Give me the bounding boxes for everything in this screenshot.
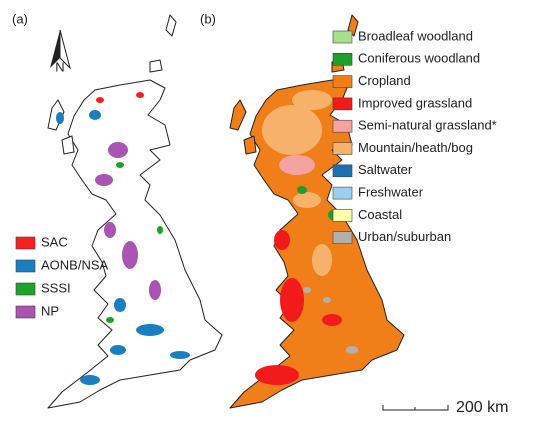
scale-bar-label: 200 km [456,399,508,416]
north-arrow: N [50,29,71,74]
panel-label: (b) [200,11,216,26]
legend: Broadleaf woodland Coniferous woodland Cro… [332,28,497,244]
legend-swatch [15,305,36,319]
legend-swatch [332,164,353,178]
panel-label: (a) [12,11,28,26]
legend-label: NP [41,303,59,318]
legend-swatch [332,186,353,200]
legend-label: SSSI [41,280,71,295]
legend-label: Freshwater [358,185,424,200]
legend-label: Coniferous woodland [358,51,480,66]
map-land-cover [229,14,405,409]
north-label: N [55,59,64,74]
legend-label: Semi-natural grassland* [358,118,497,133]
legend-label: Coastal [358,207,402,222]
legend-swatch [332,231,353,244]
legend-label: Cropland [358,73,411,88]
legend-label: Urban/suburban [358,229,451,244]
legend-label: SAC [41,234,68,249]
legend-label: Improved grassland [358,95,472,110]
legend-label: Saltwater [358,162,413,177]
legend-label: AONB/NSA [41,257,109,272]
legend-label: Mountain/heath/bog [358,140,473,155]
legend-swatch [15,259,36,273]
legend-swatch [332,52,353,66]
legend-swatch [15,282,36,296]
legend-swatch [332,75,353,88]
legend-swatch [15,236,36,250]
legend-swatch [332,119,353,133]
legend-label: Broadleaf woodland [358,28,473,43]
legend: SAC AONB/NSA SSSI NP [15,234,109,319]
legend-swatch [332,97,353,111]
legend-swatch [332,209,353,222]
scale-bar: 200 km [382,399,508,416]
legend-swatch [332,142,353,155]
legend-swatch [332,30,353,44]
map-protected-areas [47,14,223,409]
